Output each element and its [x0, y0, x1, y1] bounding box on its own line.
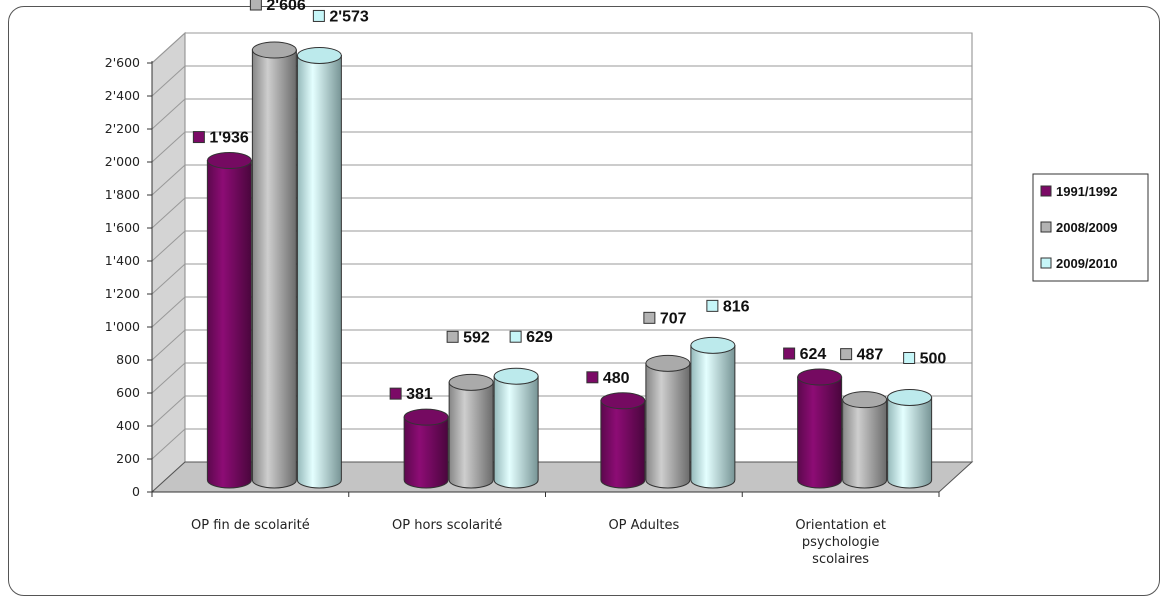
- y-tick-label: 1'800: [105, 187, 140, 202]
- bar-3-0: [797, 376, 843, 489]
- data-label: 2'573: [329, 8, 369, 25]
- data-label: 624: [800, 346, 827, 363]
- y-tick-label: 800: [116, 352, 140, 367]
- legend-label: 2008/2009: [1056, 220, 1117, 235]
- data-label: 381: [406, 386, 433, 403]
- legend-label: 2009/2010: [1056, 256, 1117, 271]
- legend-marker: [1040, 185, 1052, 197]
- data-label-marker: [312, 9, 325, 22]
- bar-top-3-1: [842, 391, 888, 409]
- gridline-side: [151, 263, 186, 295]
- bar-top-0-2: [296, 46, 342, 64]
- data-label: 629: [526, 329, 553, 346]
- data-label-marker: [509, 330, 522, 343]
- bar-top-0-1: [251, 41, 297, 59]
- y-tick-label: 200: [116, 451, 140, 466]
- gridline-side: [151, 296, 186, 328]
- gridline-side: [151, 164, 186, 196]
- y-tick-label: 1'200: [105, 286, 140, 301]
- category-label: OP fin de scolarité: [191, 518, 310, 533]
- y-tick-label: 1'600: [105, 220, 140, 235]
- data-labels: 1'936 2'606 2'573 381 592 629 480 707 816 624 487 5…: [192, 0, 947, 403]
- bar-2-0: [600, 400, 646, 489]
- legend: 1991/1992 2008/2009 2009/2010: [1032, 173, 1149, 282]
- bar-top-2-1: [645, 354, 691, 372]
- gridline-side: [151, 329, 186, 361]
- data-label-marker: [903, 352, 916, 364]
- bar-top-1-0: [403, 408, 449, 426]
- gridline-side: [151, 131, 186, 163]
- data-label: 592: [463, 329, 490, 346]
- bar-1-2: [493, 375, 539, 489]
- gridline-side: [151, 395, 186, 427]
- gridline-side: [151, 362, 186, 394]
- legend-marker: [1040, 221, 1052, 233]
- data-label-marker: [586, 371, 599, 384]
- data-label-marker: [840, 348, 853, 361]
- category-labels: OP fin de scolarité OP hors scolarité OP A…: [191, 518, 886, 567]
- data-label: 707: [660, 310, 687, 327]
- y-tick-label: 1'000: [105, 319, 140, 334]
- bar-0-2: [296, 54, 342, 489]
- bar-3-2: [887, 397, 933, 489]
- bar-top-0-0: [206, 152, 252, 170]
- data-label: 480: [603, 370, 630, 387]
- legend-marker: [1040, 257, 1052, 269]
- data-label-marker: [706, 299, 719, 312]
- y-tick-label: 1'400: [105, 253, 140, 268]
- side-wall: [151, 31, 186, 494]
- bar-2-2: [690, 344, 736, 489]
- gridline-side: [151, 230, 186, 262]
- y-tick-label: 2'400: [105, 88, 140, 103]
- data-label-marker: [389, 387, 402, 400]
- data-label-marker: [643, 311, 656, 324]
- bar-1-1: [448, 381, 494, 489]
- data-label: 1'936: [209, 130, 249, 147]
- y-tick-label: 2'000: [105, 154, 140, 169]
- bar-0-1: [251, 49, 297, 489]
- gridline-side: [151, 65, 186, 97]
- bar-top-2-2: [690, 336, 736, 354]
- y-tick-label: 2'600: [105, 55, 140, 70]
- category-label: Orientation et psychologie scolaires: [795, 518, 886, 567]
- y-tick-label: 600: [116, 385, 140, 400]
- gridline-side: [151, 98, 186, 130]
- bar-top-2-0: [600, 392, 646, 410]
- bar-2-1: [645, 362, 691, 489]
- data-label: 487: [857, 347, 884, 364]
- y-tick-label: 0: [132, 484, 140, 499]
- legend-label: 1991/1992: [1056, 184, 1117, 199]
- bar-0-0: [206, 160, 252, 489]
- bar-top-1-2: [493, 367, 539, 385]
- data-label-marker: [192, 131, 205, 144]
- data-label: 2'606: [266, 0, 306, 14]
- gridline-side: [151, 197, 186, 229]
- y-tick-label: 2'200: [105, 121, 140, 136]
- category-label: OP Adultes: [608, 518, 679, 533]
- bar-top-3-2: [887, 389, 933, 406]
- bars: [206, 41, 933, 489]
- legend-box: [1032, 173, 1149, 282]
- y-axis: 0 200 400 600 800 1'000 1'200 1'400 1'600 1'800 2'…: [105, 55, 940, 499]
- data-label-marker: [783, 347, 796, 360]
- bar-1-0: [403, 416, 449, 489]
- bar-top-1-1: [448, 373, 494, 391]
- category-label: OP hors scolarité: [392, 518, 502, 533]
- data-label: 816: [723, 298, 750, 315]
- data-label-marker: [446, 330, 459, 343]
- bar-top-3-0: [797, 368, 843, 386]
- data-label-marker: [249, 0, 262, 11]
- bar-3-1: [842, 399, 888, 489]
- gridline-side: [151, 32, 186, 64]
- y-tick-label: 400: [116, 418, 140, 433]
- data-label: 500: [920, 351, 947, 368]
- gridline-side: [151, 428, 186, 460]
